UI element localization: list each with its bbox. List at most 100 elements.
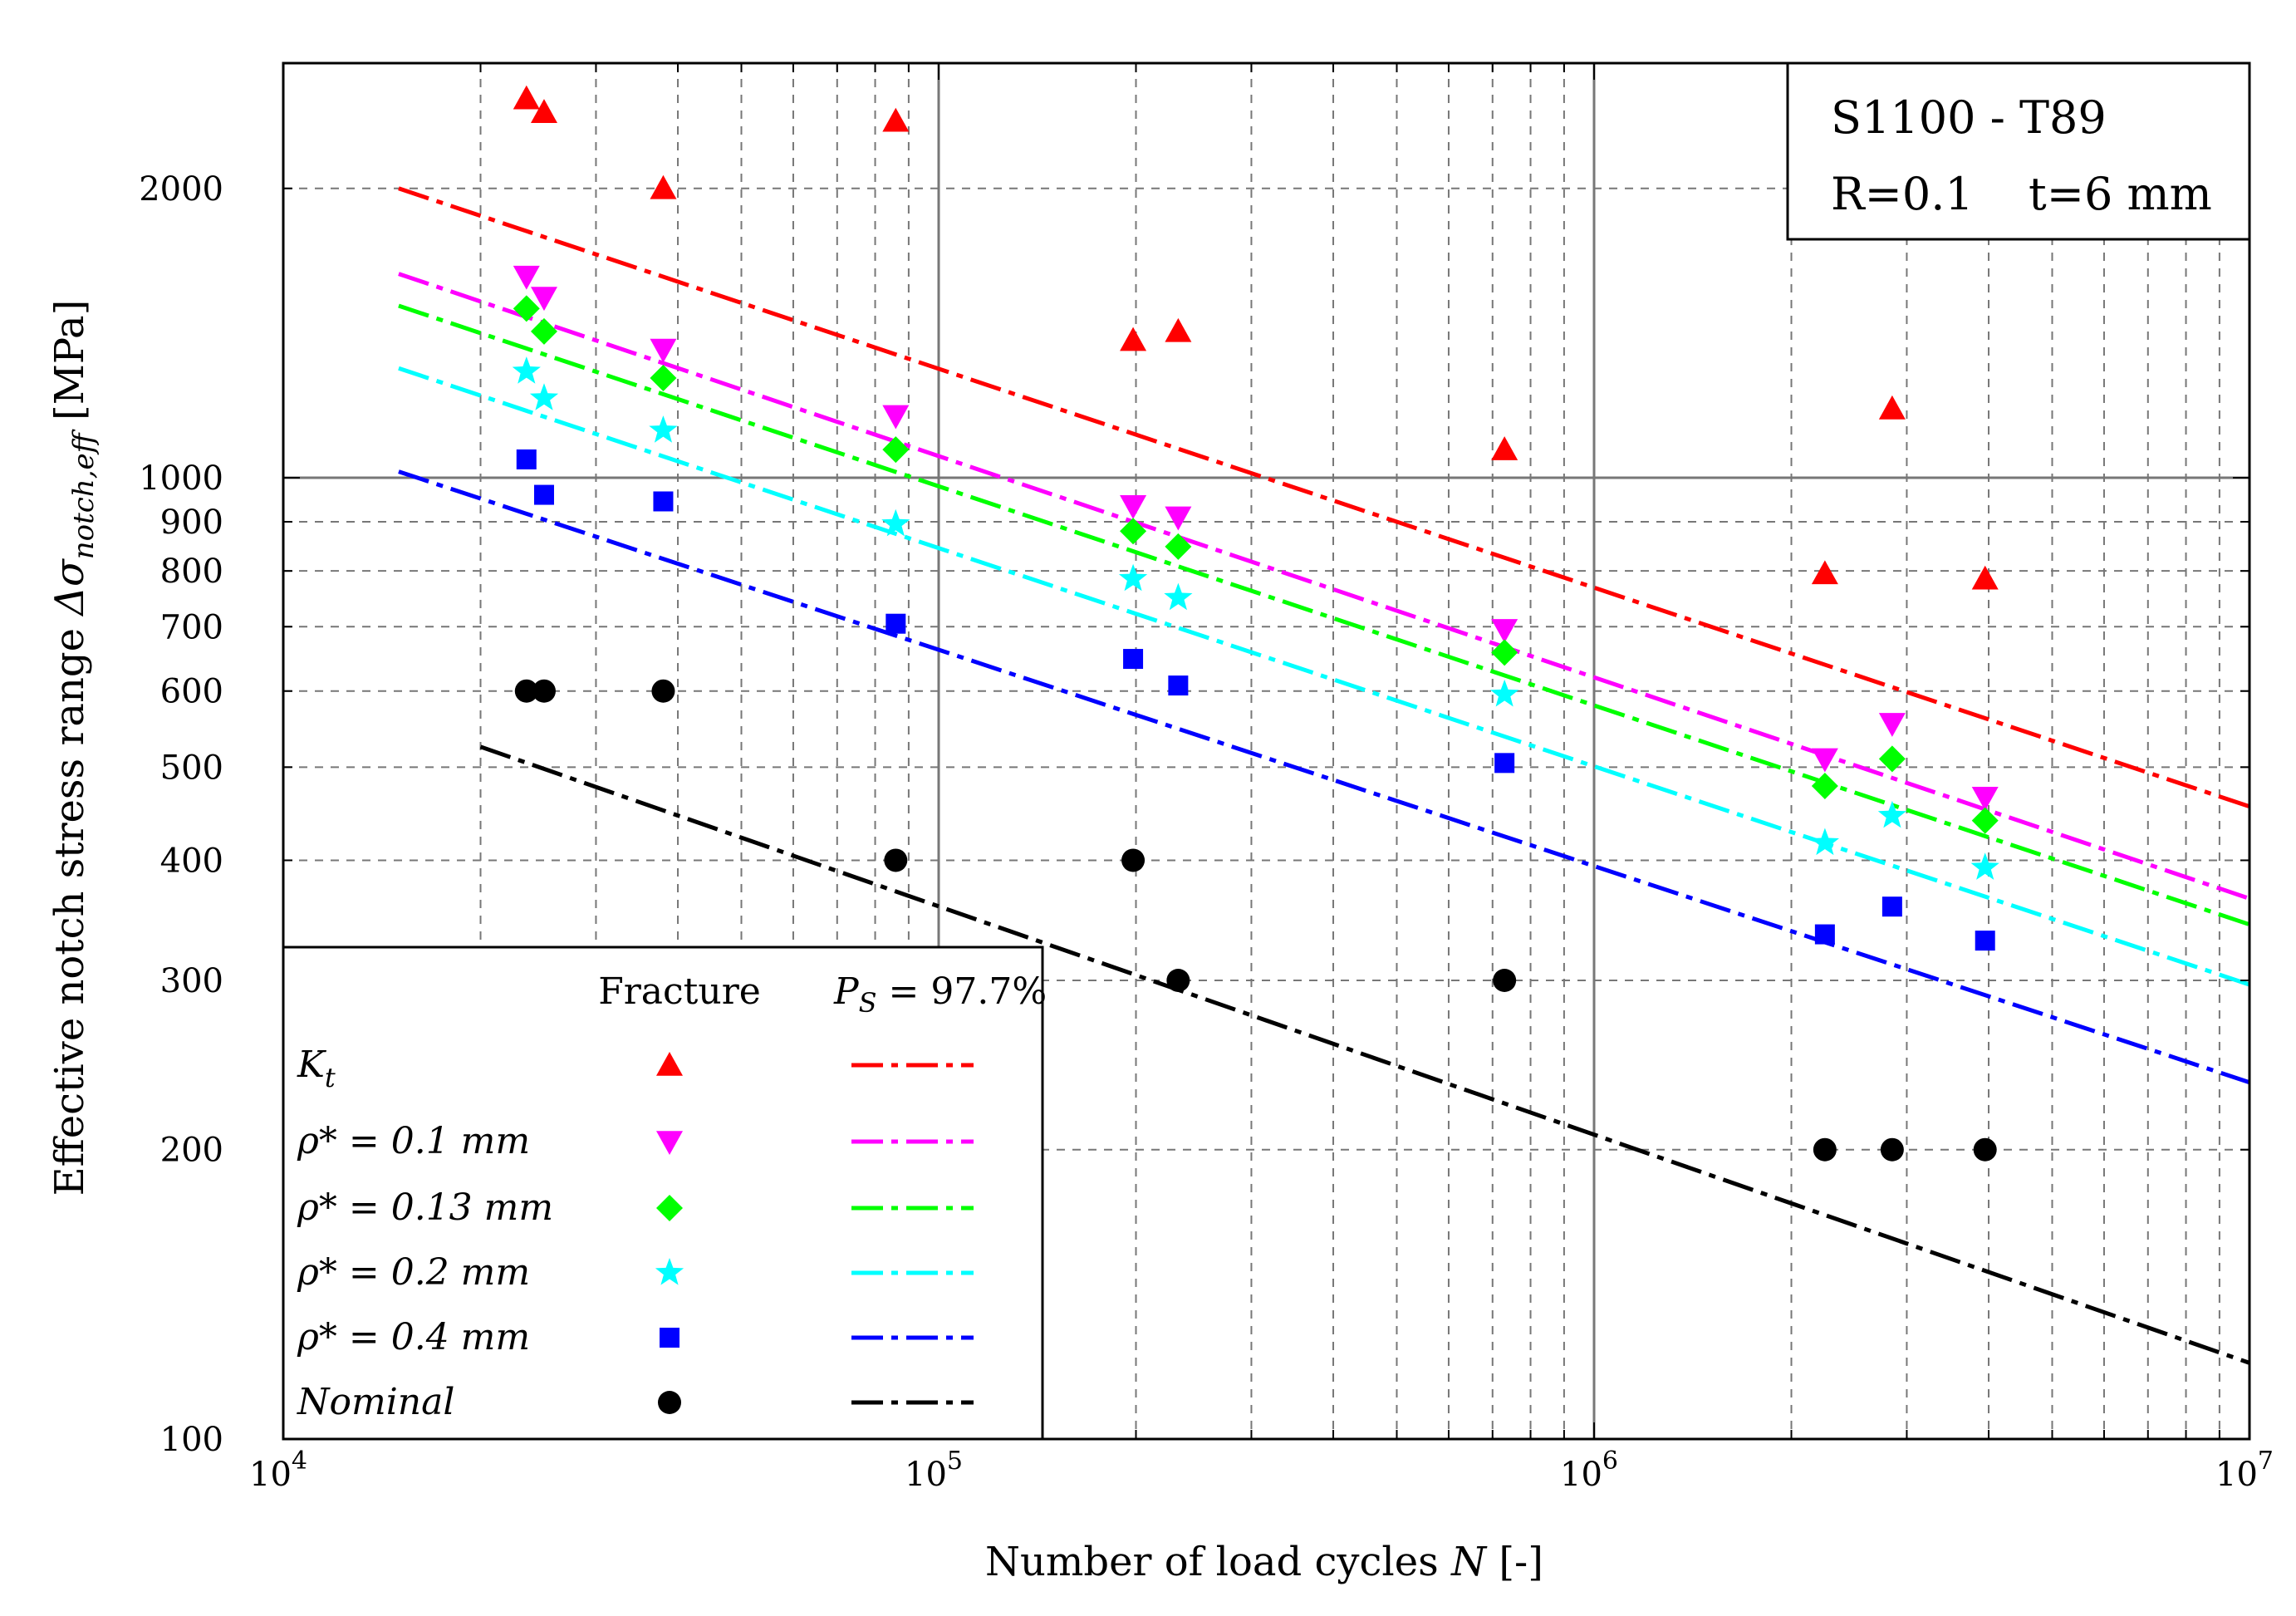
point-series-4 bbox=[533, 484, 554, 505]
y-tick-label: 400 bbox=[160, 842, 223, 880]
point-series-2 bbox=[1971, 807, 1999, 834]
legend-rows: Kt ρ* = 0.1 mm ρ* = 0.13 mm ρ* = 0.2 mm ρ* =… bbox=[297, 1044, 974, 1423]
point-series-3 bbox=[881, 508, 910, 537]
point-series-4 bbox=[886, 613, 906, 634]
point-series-4 bbox=[1494, 753, 1515, 774]
point-series-5 bbox=[1973, 1137, 1997, 1162]
point-series-5 bbox=[1813, 1137, 1837, 1162]
point-series-1 bbox=[1120, 495, 1147, 519]
point-series-1 bbox=[1878, 713, 1906, 737]
legend-label-main: ρ* = 0.4 mm bbox=[297, 1316, 530, 1358]
point-series-3 bbox=[1164, 582, 1193, 611]
point-series-4 bbox=[1814, 924, 1835, 945]
y-axis-label: Effective notch stress range Δσnotch,eff… bbox=[47, 300, 101, 1196]
point-series-3 bbox=[529, 383, 559, 410]
x-tick-base: 10 bbox=[1560, 1456, 1602, 1494]
legend-label-main: Nominal bbox=[297, 1381, 454, 1423]
legend-marker-5 bbox=[658, 1391, 681, 1414]
point-series-1 bbox=[1491, 619, 1518, 643]
plot-frame bbox=[282, 61, 2251, 1441]
point-series-3 bbox=[1490, 679, 1519, 707]
point-series-0 bbox=[882, 107, 910, 132]
y-tick-label: 300 bbox=[160, 962, 223, 1000]
y-tick-label: 500 bbox=[160, 749, 223, 787]
x-tick-label: 107 bbox=[2215, 1447, 2274, 1494]
y-axis-label-unit: [MPa] bbox=[47, 300, 93, 434]
point-series-2 bbox=[1491, 639, 1518, 666]
x-axis-label: Number of load cycles N [-] bbox=[985, 1539, 1543, 1585]
legend-label-5: Nominal bbox=[297, 1381, 454, 1423]
point-series-4 bbox=[1123, 649, 1144, 670]
point-series-1 bbox=[1811, 748, 1838, 773]
point-series-0 bbox=[1165, 317, 1192, 342]
point-series-0 bbox=[650, 174, 677, 199]
legend-label-2: ρ* = 0.13 mm bbox=[297, 1186, 553, 1229]
legend: Fracture PS = 97.7% Kt ρ* = 0.1 mm ρ* = 0.… bbox=[282, 946, 1047, 1441]
x-axis-label-unit: [-] bbox=[1486, 1539, 1543, 1585]
legend-label-main: ρ* = 0.13 mm bbox=[297, 1186, 553, 1229]
point-series-2 bbox=[513, 295, 540, 322]
x-tick-exp: 5 bbox=[947, 1447, 963, 1476]
legend-label-1: ρ* = 0.1 mm bbox=[297, 1120, 530, 1162]
legend-label-3: ρ* = 0.2 mm bbox=[297, 1251, 530, 1294]
y-axis-label-sub: notch,eff bbox=[67, 429, 101, 559]
data-markers bbox=[512, 85, 1999, 1162]
annotation-box: S1100 - T89 R=0.1 t=6 mm bbox=[1786, 61, 2251, 241]
legend-label-0: Kt bbox=[297, 1044, 336, 1093]
point-series-5 bbox=[651, 679, 675, 703]
legend-marker-2 bbox=[656, 1195, 683, 1221]
point-series-2 bbox=[530, 317, 557, 345]
y-tick-label: 2000 bbox=[139, 170, 223, 209]
point-series-1 bbox=[1971, 786, 1999, 811]
point-series-0 bbox=[1878, 395, 1906, 420]
legend-marker-1 bbox=[656, 1131, 683, 1155]
y-tick-label: 900 bbox=[160, 503, 223, 542]
point-series-3 bbox=[1970, 852, 1999, 880]
fit-line-5 bbox=[479, 744, 2250, 1365]
point-series-4 bbox=[1975, 931, 1995, 951]
fit-line-3 bbox=[398, 366, 2250, 987]
point-series-4 bbox=[516, 449, 537, 469]
minor-gridlines bbox=[283, 63, 2249, 1439]
point-series-5 bbox=[1121, 848, 1146, 872]
x-axis-label-main: Number of load cycles bbox=[985, 1539, 1451, 1585]
point-series-1 bbox=[530, 287, 557, 312]
point-series-0 bbox=[1811, 560, 1838, 585]
point-series-3 bbox=[1118, 563, 1148, 592]
annotation-line1: S1100 - T89 bbox=[1831, 91, 2107, 144]
legend-header-fracture: Fracture bbox=[598, 970, 761, 1013]
x-tick-label: 106 bbox=[1560, 1447, 1618, 1494]
annotation-line2b: t=6 mm bbox=[2029, 168, 2212, 220]
legend-header-ps: PS = 97.7% bbox=[833, 970, 1047, 1019]
legend-marker-0 bbox=[656, 1052, 683, 1076]
legend-label-4: ρ* = 0.4 mm bbox=[297, 1316, 530, 1358]
point-series-5 bbox=[514, 679, 538, 703]
point-series-0 bbox=[1971, 565, 1999, 590]
point-series-5 bbox=[532, 679, 556, 703]
y-axis-label-sym: Δσ bbox=[47, 558, 93, 617]
point-series-3 bbox=[1877, 800, 1906, 828]
point-series-2 bbox=[882, 436, 910, 464]
x-tick-exp: 7 bbox=[2258, 1447, 2274, 1476]
point-series-5 bbox=[1493, 969, 1517, 992]
y-tick-label: 100 bbox=[160, 1421, 223, 1459]
point-series-1 bbox=[650, 338, 677, 363]
fit-lines bbox=[398, 186, 2250, 1365]
point-series-5 bbox=[884, 848, 908, 872]
legend-box bbox=[282, 946, 1044, 1441]
legend-label-main: ρ* = 0.2 mm bbox=[297, 1251, 530, 1294]
legend-label-sub: t bbox=[325, 1062, 336, 1093]
x-tick-exp: 4 bbox=[292, 1447, 307, 1476]
point-series-2 bbox=[1120, 518, 1147, 545]
x-tick-base: 10 bbox=[249, 1456, 292, 1494]
x-tick-base: 10 bbox=[2215, 1456, 2258, 1494]
point-series-1 bbox=[513, 265, 540, 290]
point-series-4 bbox=[1881, 896, 1902, 917]
point-series-3 bbox=[649, 415, 678, 443]
y-axis-label-main: Effective notch stress range bbox=[47, 616, 93, 1196]
legend-label-main: ρ* = 0.1 mm bbox=[297, 1120, 530, 1162]
point-series-4 bbox=[653, 491, 674, 512]
fit-line-1 bbox=[398, 272, 2250, 901]
legend-ps-val: = 97.7% bbox=[877, 970, 1047, 1013]
